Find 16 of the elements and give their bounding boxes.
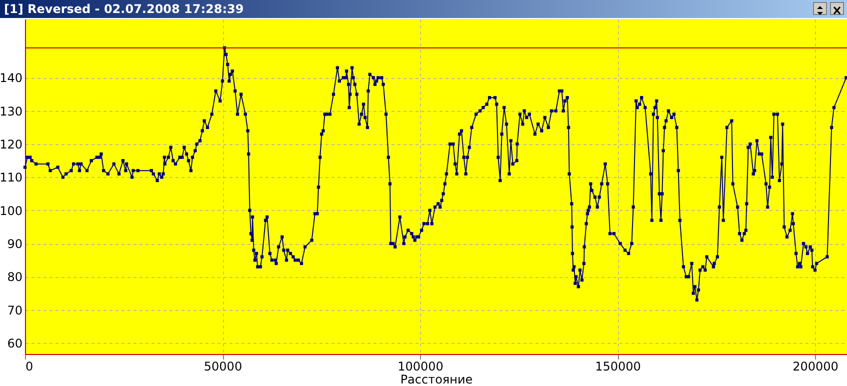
y-tick-label: 100 [0, 204, 22, 218]
y-tick-label: 90 [7, 237, 22, 252]
y-tick-label: 80 [7, 270, 22, 284]
y-tick-label: 130 [0, 104, 22, 118]
x-tick-label: 100000 [398, 360, 444, 374]
y-tick-label: 60 [7, 336, 22, 351]
chart-title: [1] Reversed - 02.07.2008 17:28:39 [4, 2, 244, 16]
x-tick-label: 150000 [595, 360, 641, 374]
y-tick-label: 140 [0, 71, 22, 86]
x-axis-title: Расстояние [400, 372, 473, 386]
y-tick-label: 120 [0, 138, 22, 152]
y-tick-label: 70 [7, 303, 22, 318]
x-tick-label: 0 [26, 360, 34, 374]
x-tick-label: 50000 [204, 360, 242, 374]
x-tick-label: 200000 [792, 360, 838, 374]
y-tick-label: 110 [0, 170, 22, 185]
